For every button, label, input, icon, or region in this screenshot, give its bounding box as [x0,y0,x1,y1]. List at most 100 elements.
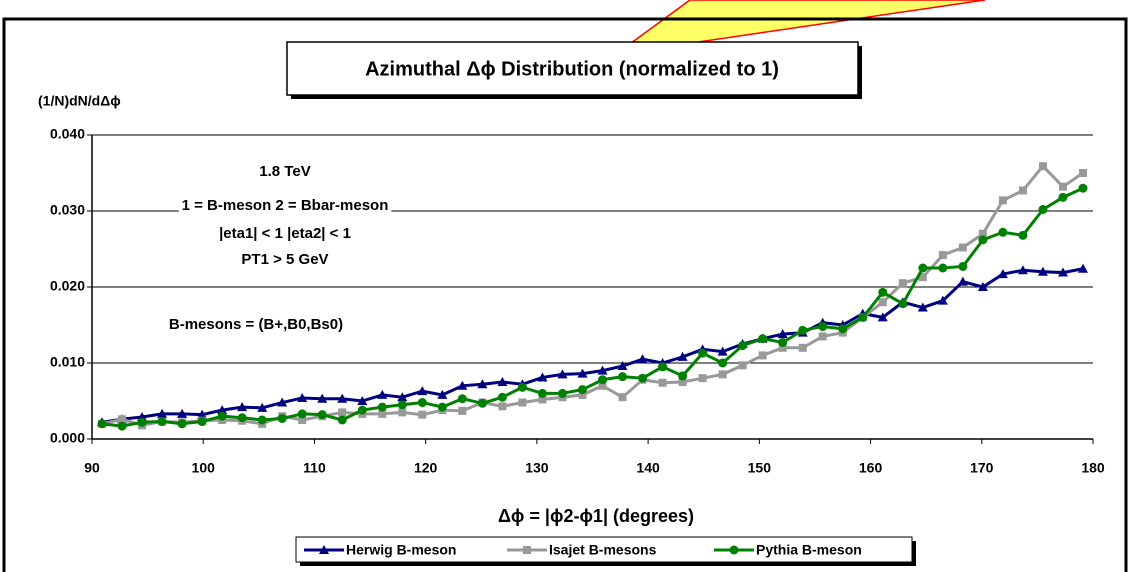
marker [458,406,467,415]
marker [758,351,767,360]
annotation-bg [238,250,332,268]
marker [298,416,307,424]
marker [397,392,408,402]
marker [977,282,988,291]
marker [878,287,888,297]
marker [777,329,788,339]
marker [197,417,207,427]
marker [638,373,648,383]
marker [918,263,928,273]
marker [778,337,788,347]
annotation-bg [165,315,347,333]
marker [498,402,507,411]
marker [938,263,948,273]
y-axis-label: (1/N)dN/dΔϕ [38,93,121,109]
marker [537,388,547,398]
marker [718,358,728,368]
marker [618,393,627,402]
marker [577,368,588,378]
marker [378,409,387,418]
marker [898,299,908,309]
marker [898,279,907,288]
marker [838,324,848,334]
marker [523,546,531,554]
marker [497,392,507,402]
marker [397,400,407,410]
marker [437,389,448,399]
marker [317,393,328,403]
marker [357,405,367,415]
marker [917,302,928,312]
marker [338,408,347,417]
marker [557,369,568,379]
y-tick-label: 0.030 [50,202,85,218]
marker [1078,183,1088,193]
x-tick-label: 180 [1081,460,1105,476]
marker [758,334,768,344]
marker [1038,162,1047,171]
marker [497,377,508,386]
marker [798,343,807,352]
marker [877,312,888,322]
x-tick-label: 120 [414,460,438,476]
marker [257,402,268,412]
marker [457,394,467,404]
marker [337,393,348,403]
marker [418,410,427,419]
marker [1058,182,1067,191]
marker [957,276,968,286]
marker [738,361,747,370]
marker [277,397,288,407]
x-tick-label: 150 [748,460,772,476]
marker [477,398,487,408]
marker [518,398,527,407]
marker [257,415,267,425]
annotation: PT1 > 5 GeV [241,251,328,268]
marker [557,388,567,398]
x-tick-label: 100 [192,460,216,476]
marker [598,381,607,390]
x-tick-label: 170 [970,460,994,476]
x-tick-label: 90 [84,460,100,476]
x-tick-label: 160 [859,460,883,476]
marker [377,402,387,412]
marker [137,417,147,427]
marker [1038,204,1048,214]
marker [978,229,987,238]
marker [377,389,388,399]
marker [157,417,167,427]
chart-frame [2,17,1128,572]
marker [517,382,527,392]
y-tick-label: 0.040 [50,126,85,142]
legend-label: Pythia B-meson [756,542,862,558]
marker [1018,230,1028,240]
marker [337,415,347,425]
chart-title: Azimuthal Δϕ Distribution (normalized to… [365,58,779,80]
marker [1057,267,1068,277]
marker [617,361,628,371]
marker [958,261,968,271]
legend-label: Herwig B-meson [346,542,456,558]
marker [598,375,608,385]
marker [177,408,188,418]
y-tick-label: 0.020 [50,278,85,294]
marker [878,298,887,307]
x-tick-label: 130 [525,460,549,476]
marker [958,243,967,252]
marker [1037,266,1048,276]
marker [937,295,948,305]
marker [417,398,427,408]
marker [798,325,808,335]
annotation: 1.8 TeV [259,163,310,180]
marker [618,372,628,382]
annotation-bg [216,224,354,242]
marker [729,545,739,555]
marker [118,415,127,424]
marker [319,545,329,554]
marker [938,251,947,260]
marker [417,386,428,396]
marker [698,374,707,383]
marker [1058,192,1068,202]
marker [177,419,187,429]
